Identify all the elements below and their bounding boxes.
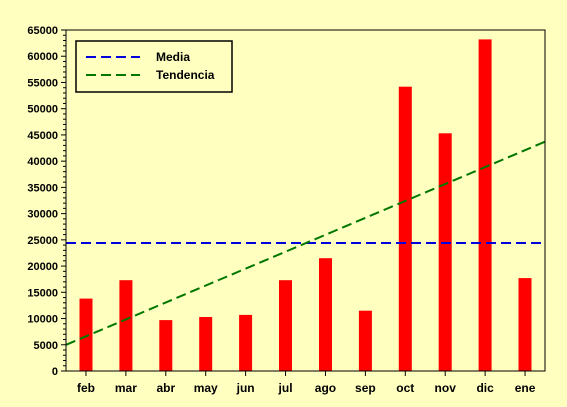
- y-tick-label-30000: 30000: [27, 209, 58, 221]
- bar-dic: [478, 39, 492, 372]
- x-tick-label-abr: abr: [156, 381, 175, 395]
- x-tick-label-jun: jun: [236, 381, 255, 395]
- y-tick-label-55000: 55000: [27, 77, 58, 89]
- x-tick-label-ago: ago: [315, 381, 336, 395]
- bar-may: [199, 317, 213, 371]
- y-tick-label-50000: 50000: [27, 104, 58, 116]
- bar-feb: [79, 298, 93, 371]
- bar-abr: [159, 320, 173, 371]
- reference-lines-group: [65, 140, 546, 346]
- y-tick-label-25000: 25000: [27, 235, 58, 247]
- x-tick-label-feb: feb: [77, 381, 95, 395]
- y-tick-label-40000: 40000: [27, 156, 58, 168]
- x-axis: feb mar abr may jun jul ago sep oct nov dic ene: [77, 371, 536, 395]
- legend-label-tendencia: Tendencia: [156, 68, 215, 82]
- legend-box: [75, 40, 233, 93]
- trend-line: [65, 140, 546, 346]
- y-tick-label-15000: 15000: [27, 287, 58, 299]
- x-tick-label-jul: jul: [278, 381, 293, 395]
- legend: Media Tendencia: [75, 40, 233, 93]
- plot-frame: [65, 29, 546, 372]
- legend-label-media: Media: [156, 50, 190, 64]
- x-tick-label-oct: oct: [396, 381, 414, 395]
- x-tick-label-mar: mar: [115, 381, 137, 395]
- bar-nov: [438, 133, 452, 371]
- y-tick-label-20000: 20000: [27, 261, 58, 273]
- y-tick-label-35000: 35000: [27, 182, 58, 194]
- bar-ene: [518, 278, 532, 371]
- y-tick-label-65000: 65000: [27, 25, 58, 37]
- x-tick-label-dic: dic: [476, 381, 494, 395]
- bar-jun: [239, 314, 253, 371]
- y-tick-label-45000: 45000: [27, 130, 58, 142]
- y-axis: 0 5000 10000 15000 20000 25000 30000 35000 40000…: [27, 25, 66, 378]
- x-tick-label-nov: nov: [435, 381, 457, 395]
- bar-ago: [319, 258, 332, 371]
- x-tick-label-sep: sep: [355, 381, 376, 395]
- y-tick-label-60000: 60000: [27, 51, 58, 63]
- y-tick-label-0: 0: [52, 366, 58, 378]
- x-tick-label-ene: ene: [515, 381, 536, 395]
- bar-oct: [398, 86, 412, 371]
- bar-mar: [119, 280, 133, 371]
- bar-sep: [358, 310, 372, 371]
- y-tick-label-5000: 5000: [34, 340, 58, 352]
- x-tick-label-may: may: [194, 381, 218, 395]
- y-tick-label-10000: 10000: [27, 314, 58, 326]
- bars-group: [79, 39, 532, 372]
- bar-jul: [279, 280, 292, 371]
